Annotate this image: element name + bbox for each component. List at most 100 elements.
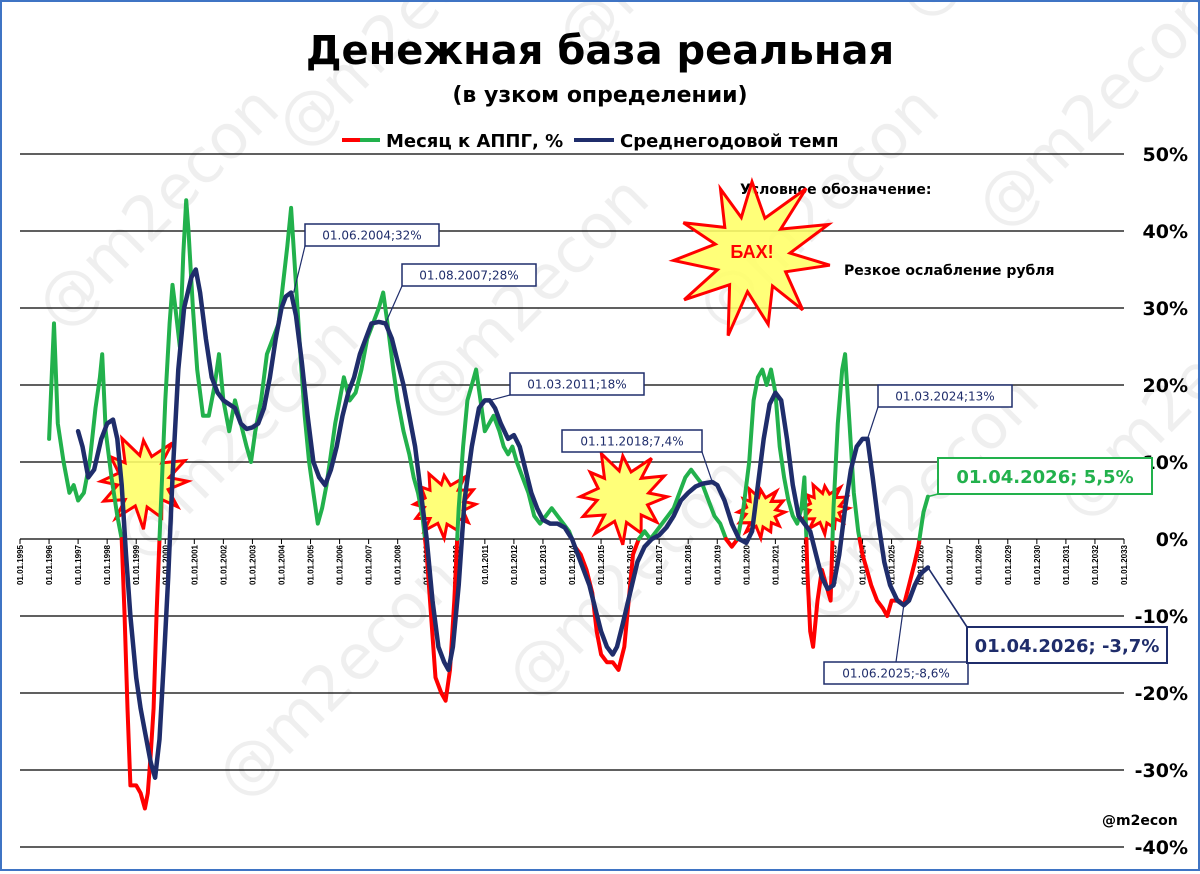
x-tick-label: 01.01.2030 xyxy=(1033,544,1042,585)
annotation-box xyxy=(877,384,1013,408)
series-monthly-line xyxy=(857,537,922,618)
annotation-label: 01.06.2004;32% xyxy=(322,229,421,243)
y-tick-label: 40% xyxy=(1143,221,1188,243)
x-tick-label: 01.01.2023 xyxy=(829,544,838,585)
legend-note-title: Условное обозначение: xyxy=(740,182,931,198)
annotation-label: 01.03.2024;13% xyxy=(895,390,994,404)
x-tick-label: 01.01.2017 xyxy=(655,544,664,585)
annotation-leader xyxy=(927,493,939,498)
series-monthly-line xyxy=(455,367,574,541)
annotation-box xyxy=(966,626,1168,664)
legend-label-average: Среднегодовой темп xyxy=(620,131,839,152)
annotation-label: 01.04.2026; 5,5% xyxy=(956,467,1133,488)
x-tick-label: 01.01.2001 xyxy=(190,544,199,585)
annotation-label: 01.11.2018;7,4% xyxy=(580,435,683,449)
x-tick-label: 01.01.2033 xyxy=(1120,544,1129,585)
x-tick-label: 01.01.2018 xyxy=(684,544,693,585)
annotation-box xyxy=(304,223,440,247)
x-tick-label: 01.01.1998 xyxy=(103,544,112,585)
legend-note-description: Резкое ослабление рубля xyxy=(844,263,1055,279)
annotation-leader xyxy=(895,605,905,663)
x-tick-label: 01.01.2024 xyxy=(859,544,868,585)
annotation-leader xyxy=(293,245,306,293)
series-monthly-line xyxy=(724,537,740,549)
y-tick-label: -10% xyxy=(1135,606,1188,628)
x-tick-label: 01.01.2025 xyxy=(888,544,897,585)
legend-note: Условное обозначение: Резкое ослабление … xyxy=(668,176,1055,337)
x-tick-label: 01.01.1995 xyxy=(16,544,25,585)
annotation-box xyxy=(937,457,1153,495)
annotation-leader xyxy=(701,451,713,483)
x-tick-label: 01.01.2015 xyxy=(597,544,606,585)
series-layer xyxy=(47,198,931,811)
x-tick-label: 01.01.1996 xyxy=(45,544,54,585)
annotation-box xyxy=(561,429,703,453)
x-tick-label: 01.01.2013 xyxy=(539,544,548,585)
weakening-burst xyxy=(575,449,673,546)
y-tick-label: -40% xyxy=(1135,837,1188,859)
annotation-label: 01.08.2007;28% xyxy=(419,269,518,283)
annotation-layer: 01.06.2004;32% 01.08.2007;28% 01.03.2011;1… xyxy=(293,223,1168,685)
series-average-line xyxy=(75,267,931,780)
y-tick-label: 30% xyxy=(1143,298,1188,320)
x-tick-label: 01.01.2026 xyxy=(917,544,926,585)
watermark-text: @m2econ xyxy=(961,2,1198,243)
x-tick-label: 01.01.2012 xyxy=(510,544,519,585)
annotation-box xyxy=(823,661,969,685)
chart-legend: Месяц к АППГ, % Среднегодовой темп xyxy=(342,131,839,152)
annotation-label: 01.04.2026; -3,7% xyxy=(975,636,1160,657)
legend-note-burst xyxy=(668,176,834,337)
x-tick-label: 01.01.2029 xyxy=(1004,544,1013,585)
x-tick-label: 01.01.2032 xyxy=(1091,544,1100,585)
series-monthly-line xyxy=(157,198,427,541)
series-monthly-line xyxy=(119,537,162,811)
legend-label-monthly: Месяц к АППГ, % xyxy=(386,131,563,152)
x-tick-label: 01.01.2028 xyxy=(975,544,984,585)
chart-subtitle: (в узком определении) xyxy=(452,83,747,108)
annotation-box xyxy=(509,372,645,396)
annotation-leader xyxy=(927,567,968,628)
x-tick-label: 01.01.2004 xyxy=(277,544,286,585)
series-monthly-line xyxy=(636,467,728,541)
x-tick-label: 01.01.2000 xyxy=(161,544,170,585)
annotation-leader xyxy=(489,394,511,401)
series-monthly-line xyxy=(804,537,835,649)
annotation-leader xyxy=(866,406,879,440)
x-tick-label: 01.01.2019 xyxy=(713,544,722,585)
y-tick-label: 50% xyxy=(1143,144,1188,166)
watermark-layer: @m2econ@m2econ@m2econ@m2econ @m2econ @m2ec… xyxy=(21,0,1200,813)
y-tick-label: 0% xyxy=(1156,529,1188,551)
y-tick-label: -20% xyxy=(1135,683,1188,705)
x-tick-label: 01.01.2027 xyxy=(946,544,955,585)
annotation-box xyxy=(401,263,537,287)
watermark-text: @m2econ xyxy=(21,71,293,343)
y-tick-label: 20% xyxy=(1143,375,1188,397)
x-tick-label: 01.01.2007 xyxy=(365,544,374,585)
annotation-label: 01.06.2025;-8,6% xyxy=(842,667,950,681)
series-monthly-line xyxy=(47,321,124,541)
annotation-leader xyxy=(384,285,403,324)
y-tick-label: 10% xyxy=(1143,452,1188,474)
legend-burst-shape xyxy=(668,176,834,337)
x-tick-label: 01.01.2022 xyxy=(800,544,809,585)
y-axis-ticks: -40% -30% -20% -10% 0% 10% 20% 30% 40% 50% xyxy=(1135,144,1188,859)
chart-title: Денежная база реальная xyxy=(306,28,894,74)
x-tick-label: 01.01.2011 xyxy=(481,544,490,584)
x-tick-label: 01.01.2014 xyxy=(568,544,577,585)
x-tick-label: 01.01.2005 xyxy=(307,544,316,585)
x-tick-label: 01.01.2008 xyxy=(394,544,403,585)
x-tick-label: 01.01.2020 xyxy=(742,544,751,585)
watermark-text: @m2econ xyxy=(881,2,1153,33)
series-monthly-line xyxy=(830,352,862,541)
x-tick-label: 01.01.2021 xyxy=(771,544,780,585)
x-tick-label: 01.01.1999 xyxy=(132,544,141,585)
credit-handle: @m2econ xyxy=(1102,813,1178,829)
x-tick-label: 01.01.2006 xyxy=(336,544,345,585)
x-tick-label: 01.01.1997 xyxy=(74,544,83,585)
legend-note-burst-label: БАХ! xyxy=(730,242,773,262)
annotation-label: 01.03.2011;18% xyxy=(527,378,626,392)
x-tick-label: 01.01.2002 xyxy=(219,544,228,585)
series-monthly-line xyxy=(917,494,930,541)
